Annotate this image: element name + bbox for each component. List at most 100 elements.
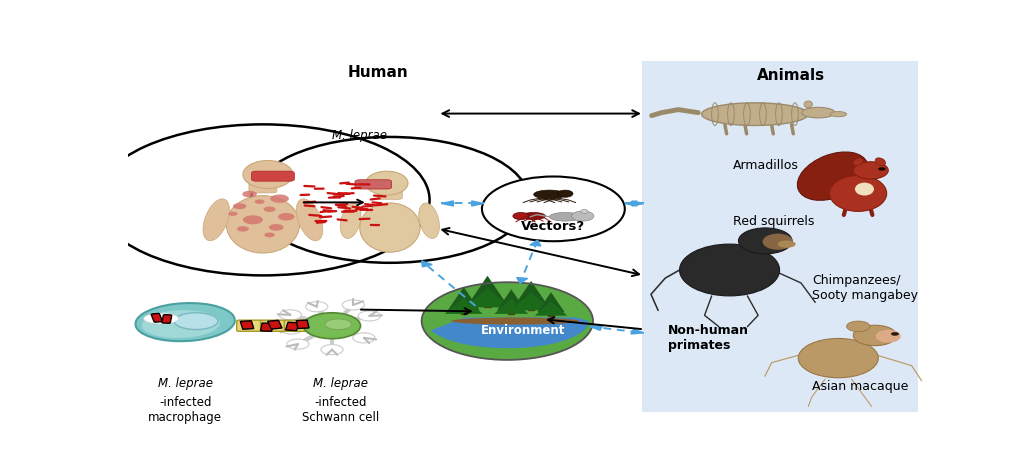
Text: M. leprae: M. leprae: [332, 128, 387, 142]
Ellipse shape: [763, 234, 793, 250]
Circle shape: [237, 226, 249, 232]
Text: Non-human
primates: Non-human primates: [668, 324, 749, 352]
FancyBboxPatch shape: [162, 315, 172, 323]
Circle shape: [305, 302, 328, 312]
FancyBboxPatch shape: [286, 322, 299, 331]
Polygon shape: [468, 276, 507, 304]
FancyBboxPatch shape: [152, 313, 162, 322]
Ellipse shape: [855, 183, 874, 196]
Circle shape: [232, 203, 246, 209]
Ellipse shape: [174, 313, 218, 330]
Circle shape: [228, 212, 238, 216]
Polygon shape: [422, 261, 432, 267]
FancyBboxPatch shape: [261, 323, 273, 331]
Polygon shape: [538, 292, 564, 312]
Text: Environment: Environment: [481, 324, 565, 337]
Text: M. leprae: M. leprae: [313, 377, 369, 390]
Text: Animals: Animals: [757, 68, 824, 83]
Ellipse shape: [521, 212, 546, 219]
Circle shape: [482, 177, 625, 241]
FancyBboxPatch shape: [237, 320, 262, 331]
Ellipse shape: [701, 103, 808, 126]
Text: Armadillos: Armadillos: [733, 159, 799, 172]
Ellipse shape: [550, 212, 582, 221]
Text: Vectors?: Vectors?: [521, 220, 586, 234]
Text: Chimpanzees/
Sooty mangabey: Chimpanzees/ Sooty mangabey: [812, 274, 919, 302]
Ellipse shape: [282, 173, 294, 181]
Polygon shape: [632, 201, 644, 206]
Ellipse shape: [141, 310, 220, 338]
Text: Red squirrels: Red squirrels: [733, 215, 814, 228]
Circle shape: [358, 311, 381, 321]
Text: Asian macaque: Asian macaque: [812, 380, 908, 393]
Circle shape: [879, 167, 886, 170]
FancyBboxPatch shape: [260, 320, 286, 331]
Polygon shape: [590, 325, 603, 330]
Ellipse shape: [135, 303, 234, 341]
Ellipse shape: [296, 199, 323, 241]
Polygon shape: [495, 299, 528, 314]
Ellipse shape: [359, 203, 420, 252]
Polygon shape: [444, 297, 482, 314]
Circle shape: [557, 190, 573, 197]
Ellipse shape: [581, 209, 588, 213]
Ellipse shape: [362, 182, 372, 188]
Polygon shape: [508, 310, 514, 314]
Polygon shape: [528, 307, 535, 310]
Text: M. leprae: M. leprae: [158, 377, 213, 390]
Ellipse shape: [340, 203, 361, 239]
Circle shape: [255, 199, 264, 204]
Ellipse shape: [534, 190, 565, 199]
Ellipse shape: [799, 339, 879, 378]
Circle shape: [270, 194, 289, 203]
Ellipse shape: [243, 161, 293, 189]
Ellipse shape: [829, 112, 847, 117]
FancyBboxPatch shape: [267, 320, 282, 329]
Ellipse shape: [778, 241, 796, 248]
Polygon shape: [465, 288, 510, 307]
Polygon shape: [441, 201, 454, 206]
Circle shape: [280, 310, 301, 320]
Circle shape: [243, 215, 263, 224]
Ellipse shape: [876, 158, 886, 166]
Ellipse shape: [804, 101, 812, 108]
Circle shape: [422, 282, 593, 360]
Polygon shape: [431, 318, 589, 348]
Polygon shape: [472, 201, 483, 206]
Circle shape: [269, 224, 284, 231]
FancyBboxPatch shape: [241, 321, 254, 329]
Ellipse shape: [325, 319, 352, 330]
Ellipse shape: [853, 325, 897, 346]
Ellipse shape: [203, 199, 229, 241]
FancyBboxPatch shape: [249, 177, 276, 193]
Circle shape: [321, 345, 343, 354]
Ellipse shape: [876, 330, 901, 343]
Polygon shape: [461, 310, 467, 314]
Ellipse shape: [143, 313, 178, 324]
FancyBboxPatch shape: [252, 171, 294, 181]
Circle shape: [891, 332, 899, 336]
Circle shape: [353, 333, 375, 343]
FancyBboxPatch shape: [642, 62, 919, 412]
Polygon shape: [510, 292, 552, 310]
Circle shape: [243, 191, 257, 198]
Polygon shape: [529, 240, 541, 246]
Circle shape: [263, 206, 275, 212]
Circle shape: [264, 233, 274, 237]
FancyBboxPatch shape: [285, 320, 309, 331]
Circle shape: [280, 324, 302, 334]
Ellipse shape: [802, 107, 835, 118]
Ellipse shape: [419, 203, 439, 239]
Polygon shape: [517, 277, 527, 283]
Ellipse shape: [303, 313, 360, 339]
FancyBboxPatch shape: [355, 180, 391, 189]
Ellipse shape: [226, 196, 300, 253]
Polygon shape: [497, 289, 525, 310]
Ellipse shape: [366, 171, 408, 195]
Circle shape: [287, 339, 309, 349]
Polygon shape: [535, 301, 567, 316]
FancyBboxPatch shape: [378, 185, 402, 199]
Ellipse shape: [829, 176, 887, 212]
Circle shape: [278, 213, 295, 220]
Ellipse shape: [738, 228, 792, 254]
